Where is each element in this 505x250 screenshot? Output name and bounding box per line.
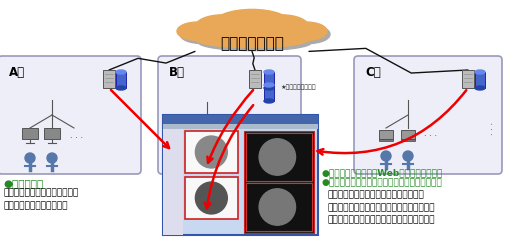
Text: 各社は自社および周辺に関する
部分情報のみを生成・管理: 各社は自社および周辺に関する 部分情報のみを生成・管理 (3, 188, 78, 210)
Bar (185, 131, 238, 173)
Circle shape (259, 139, 295, 175)
Text: B社: B社 (169, 66, 185, 78)
Bar (103, 70, 115, 88)
Text: ●分散情報：: ●分散情報： (3, 178, 43, 188)
FancyBboxPatch shape (354, 56, 502, 174)
Bar (379, 130, 393, 139)
Circle shape (47, 153, 57, 163)
Ellipse shape (288, 25, 330, 44)
Text: ●クライアント中心のオンデマンド連携・統合：: ●クライアント中心のオンデマンド連携・統合： (322, 178, 443, 187)
Ellipse shape (264, 86, 274, 90)
Ellipse shape (244, 24, 289, 43)
Text: C社: C社 (365, 66, 381, 78)
Circle shape (202, 149, 212, 159)
Ellipse shape (196, 32, 308, 48)
FancyBboxPatch shape (0, 56, 141, 174)
FancyBboxPatch shape (163, 115, 318, 235)
Bar (475, 72, 485, 88)
Text: A社: A社 (9, 66, 25, 78)
Ellipse shape (195, 15, 249, 39)
Ellipse shape (247, 28, 292, 46)
Circle shape (195, 182, 227, 214)
Ellipse shape (177, 22, 219, 40)
Bar (264, 72, 274, 88)
Bar (116, 72, 126, 88)
Ellipse shape (199, 35, 311, 50)
Ellipse shape (475, 70, 485, 74)
Text: . . .: . . . (424, 129, 437, 138)
Ellipse shape (258, 18, 312, 42)
Ellipse shape (255, 15, 309, 39)
Ellipse shape (215, 24, 260, 43)
Bar (163, 124, 318, 129)
Text: インターネット: インターネット (220, 36, 284, 51)
Bar (163, 129, 183, 235)
Bar (163, 115, 318, 124)
Ellipse shape (116, 70, 126, 74)
Bar (179, 127, 195, 138)
Text: . . .: . . . (223, 129, 236, 138)
Bar (246, 183, 312, 231)
Ellipse shape (218, 28, 263, 46)
Ellipse shape (116, 86, 126, 90)
Text: 必要な時に必要なサーバーと必要なデー
タをクライアント側から直接アクセスして連
携したり１つのアプリケーションとして統合: 必要な時に必要なサーバーと必要なデー タをクライアント側から直接アクセスして連 … (328, 190, 435, 225)
Bar (185, 177, 238, 219)
Bar (199, 127, 215, 138)
Ellipse shape (213, 10, 291, 39)
Ellipse shape (198, 18, 252, 42)
Bar (246, 133, 312, 181)
Circle shape (403, 151, 413, 161)
Text: . . .: . . . (486, 122, 495, 134)
Circle shape (195, 136, 227, 168)
Ellipse shape (285, 22, 327, 40)
Circle shape (25, 153, 35, 163)
Bar (379, 139, 393, 141)
Ellipse shape (216, 12, 294, 42)
Bar (401, 139, 415, 141)
Bar (249, 70, 261, 88)
Ellipse shape (475, 86, 485, 90)
Ellipse shape (180, 25, 222, 44)
Text: ★サーバー負荷低減: ★サーバー負荷低減 (281, 84, 317, 89)
Bar (22, 128, 38, 139)
Ellipse shape (264, 83, 274, 87)
Circle shape (259, 189, 295, 225)
Circle shape (182, 149, 192, 159)
Text: ●リッチクライアントWebアプリケーション: ●リッチクライアントWebアプリケーション (322, 168, 443, 177)
Bar (244, 131, 314, 233)
Circle shape (381, 151, 391, 161)
Ellipse shape (264, 99, 274, 103)
Bar (401, 130, 415, 139)
FancyBboxPatch shape (158, 56, 301, 174)
Bar (44, 128, 60, 139)
Bar (264, 85, 274, 101)
Ellipse shape (264, 70, 274, 74)
Text: . . .: . . . (70, 131, 83, 140)
Bar (462, 70, 474, 88)
